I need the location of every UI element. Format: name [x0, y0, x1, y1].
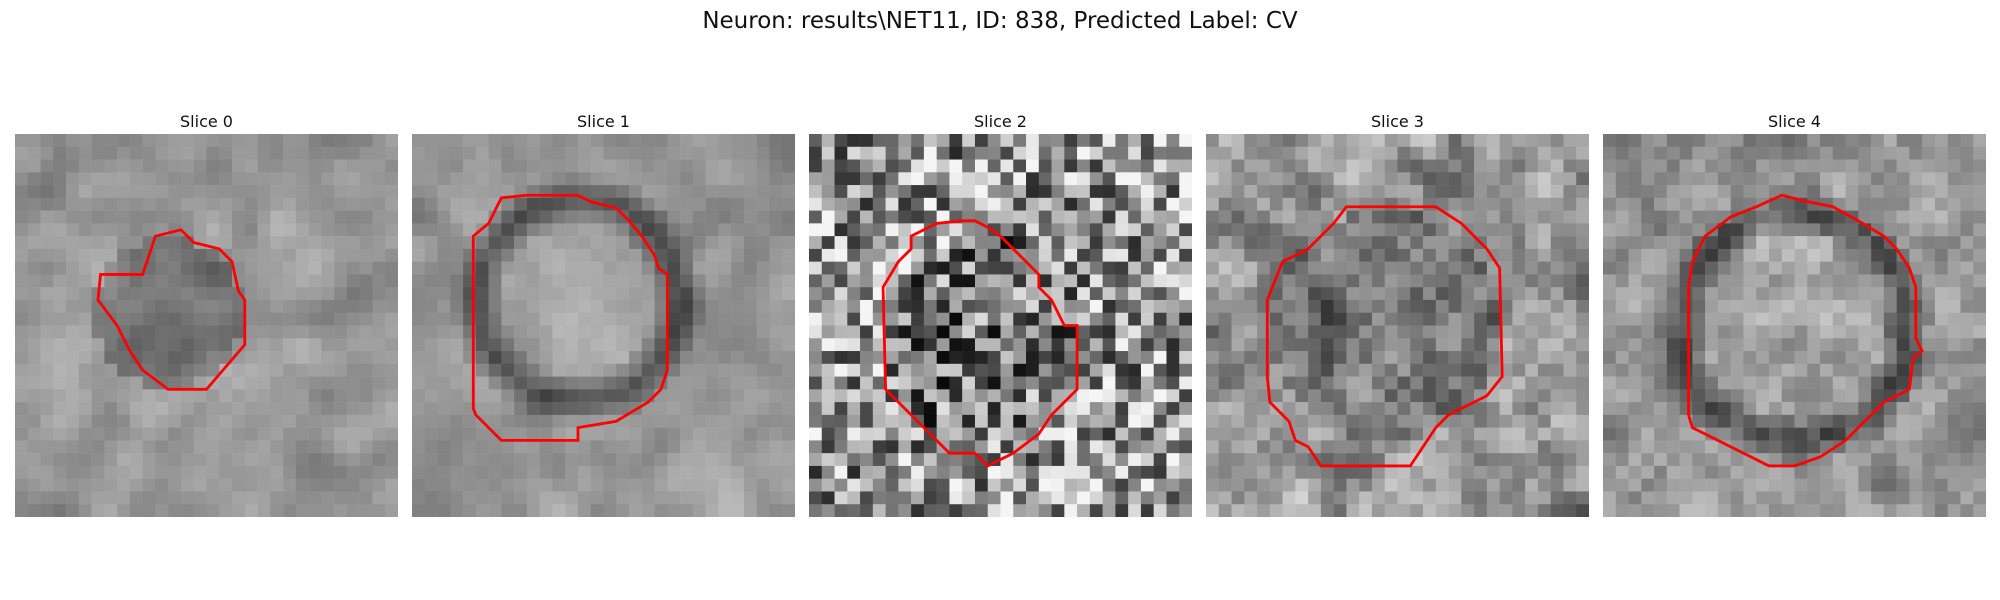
slice-image-svg: [1206, 134, 1589, 517]
slice-title: Slice 0: [180, 112, 233, 131]
slice-title: Slice 1: [577, 112, 630, 131]
neuron-contour: [1265, 205, 1504, 468]
slice-image: [15, 134, 398, 517]
slice-panel-0: Slice 0: [15, 110, 398, 517]
slice-image-svg: [809, 134, 1192, 517]
slice-title: Slice 3: [1371, 112, 1424, 131]
slice-panel-1: Slice 1: [412, 110, 795, 517]
slice-image-svg: [15, 134, 398, 517]
slice-panel-4: Slice 4: [1603, 110, 1986, 517]
slice-image-svg: [1603, 134, 1986, 517]
neuron-contour: [881, 219, 1079, 468]
slice-image-svg: [412, 134, 795, 517]
neuron-contour: [96, 228, 247, 391]
neuron-contour: [471, 193, 669, 442]
slice-panel-2: Slice 2: [809, 110, 1192, 517]
slice-title: Slice 4: [1768, 112, 1821, 131]
figure-title: Neuron: results\NET11, ID: 838, Predicte…: [702, 8, 1298, 34]
slice-panel-3: Slice 3: [1206, 110, 1589, 517]
slice-image: [1206, 134, 1589, 517]
slice-image: [412, 134, 795, 517]
slice-image: [1603, 134, 1986, 517]
neuron-contour: [1687, 193, 1924, 468]
slice-image: [809, 134, 1192, 517]
slice-title: Slice 2: [974, 112, 1027, 131]
